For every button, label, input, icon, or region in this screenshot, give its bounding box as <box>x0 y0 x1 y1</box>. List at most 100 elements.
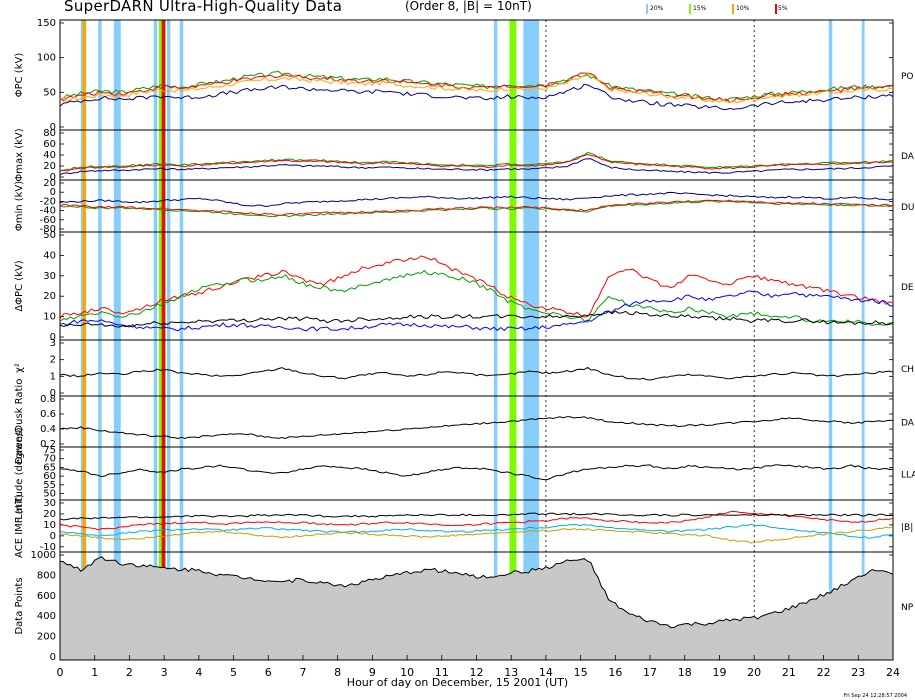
panel-2: 200-20-40-60-80 Φmin (kV) DU <box>14 178 915 235</box>
legend-swatch-1 <box>689 4 691 14</box>
y-tick-label: 150 <box>37 18 56 29</box>
x-tick-label: 10 <box>400 666 414 679</box>
series-line-0 <box>59 255 894 319</box>
y-tick-label: 60 <box>43 471 56 482</box>
y-tick-label: 2 <box>50 355 56 366</box>
x-tick-label: 16 <box>608 666 622 679</box>
series-line-2 <box>59 158 894 176</box>
y-tick-label: 0 <box>50 652 56 663</box>
y-tick-label: 100 <box>37 53 56 64</box>
y-axis-label: Dawn/Dusk Ratio <box>14 379 25 465</box>
y-tick-label: 0.6 <box>40 409 56 420</box>
panel-frame-6 <box>59 446 894 501</box>
y-tick-label: 10 <box>43 312 56 323</box>
y-tick-label: 20 <box>43 161 56 172</box>
y-tick-label: 3 <box>50 338 56 349</box>
x-tick-label: 0 <box>57 666 64 679</box>
y-tick-label: 1 <box>50 371 56 382</box>
y-tick-label: 30 <box>43 498 56 509</box>
y-tick-label: 50 <box>43 489 56 500</box>
series-line-2 <box>59 290 894 332</box>
y-tick-label: 200 <box>37 632 56 643</box>
legend-label-2: 10% <box>736 5 750 12</box>
y-tick-label: 60 <box>43 139 56 150</box>
y-tick-label: 0 <box>50 122 56 133</box>
chart-title: SuperDARN Ultra-High-Quality Data <box>64 0 343 15</box>
panel-4: 3 2 1 0 χ² CH <box>14 338 914 399</box>
x-tick-label: 23 <box>851 666 865 679</box>
y-axis-label: ΔΦPC (kV) <box>14 260 25 311</box>
x-tick-label: 24 <box>886 666 900 679</box>
y-axis-label: ACE IMF (nT) <box>14 494 25 558</box>
legend-label-1: 15% <box>693 5 707 12</box>
x-tick-label: 17 <box>643 666 657 679</box>
series-line-0 <box>59 510 894 531</box>
x-tick-label: 15 <box>574 666 588 679</box>
series-line-0 <box>59 366 894 381</box>
y-tick-label: -40 <box>40 206 56 217</box>
y-axis-label: Φmax (kV) <box>14 128 25 181</box>
panel-frame-3 <box>59 231 894 341</box>
series-line-2 <box>59 73 894 104</box>
series-area-0 <box>59 556 894 661</box>
y-tick-label: 40 <box>43 150 56 161</box>
chart-subtitle: (Order 8, |B| = 10nT) <box>405 0 532 13</box>
panel-5: 0.8 0.6 0.4 0.2 Dawn/Dusk Ratio DA <box>14 379 915 465</box>
y-tick-label: 0 <box>50 332 56 343</box>
panel-frame-0 <box>59 19 894 131</box>
y-axis-label: Latitude (degrees) <box>14 427 25 519</box>
y-tick-label: 70 <box>43 454 56 465</box>
panel-frame-1 <box>59 129 894 181</box>
x-tick-label: 3 <box>161 666 168 679</box>
panel-right-label: LLA <box>901 471 915 481</box>
series-line-1 <box>59 153 894 172</box>
x-tick-label: 18 <box>678 666 692 679</box>
panel-right-label: CH <box>901 365 914 375</box>
x-axis-label: Hour of day on December, 15 2001 (UT) <box>346 676 569 689</box>
x-tick-label: 22 <box>817 666 831 679</box>
y-tick-label: 0 <box>50 388 56 399</box>
y-tick-label: 80 <box>43 128 56 139</box>
series-line-2 <box>59 526 894 544</box>
series-line-1 <box>59 269 894 327</box>
series-line-1 <box>60 523 894 539</box>
panel-frame-2 <box>59 179 894 233</box>
series-line-0 <box>59 464 894 481</box>
y-tick-label: 800 <box>37 570 56 581</box>
x-tick-label: 6 <box>265 666 272 679</box>
panel-frame-7 <box>59 499 894 553</box>
series-line-3 <box>59 512 894 521</box>
series-line-1 <box>59 199 894 216</box>
y-tick-label: 55 <box>43 480 56 491</box>
x-tick-label: 19 <box>712 666 726 679</box>
panel-right-label: PO <box>901 72 914 82</box>
panel-0: 150 100 50 0 ΦPC (kV) PO <box>14 18 914 133</box>
y-tick-label: 600 <box>37 591 56 602</box>
series-line-2 <box>59 191 894 207</box>
x-tick-label: 5 <box>230 666 237 679</box>
y-tick-label: 0 <box>50 531 56 542</box>
y-tick-label: 400 <box>37 611 56 622</box>
y-tick-label: 50 <box>43 87 56 98</box>
y-tick-label: 75 <box>43 445 56 456</box>
x-tick-label: 12 <box>470 666 484 679</box>
series-line-3 <box>59 83 894 110</box>
panel-right-label: |B| <box>901 523 913 533</box>
panel-frame-5 <box>59 395 894 448</box>
panel-right-label: DE <box>901 283 914 293</box>
panel-3: 50 40 30 20 10 0 ΔΦPC (kV) DE <box>14 230 914 343</box>
x-tick-label: 14 <box>539 666 553 679</box>
y-tick-label: 65 <box>43 462 56 473</box>
y-tick-label: -20 <box>40 196 56 207</box>
x-tick-label: 8 <box>334 666 341 679</box>
y-tick-label: -60 <box>40 215 56 226</box>
panel-right-label: DA <box>901 419 915 429</box>
series-line-0 <box>59 416 894 440</box>
x-tick-label: 1 <box>91 666 98 679</box>
x-tick-label: 7 <box>299 666 306 679</box>
x-tick-label: 4 <box>195 666 202 679</box>
legend-label-0: 20% <box>650 5 664 12</box>
